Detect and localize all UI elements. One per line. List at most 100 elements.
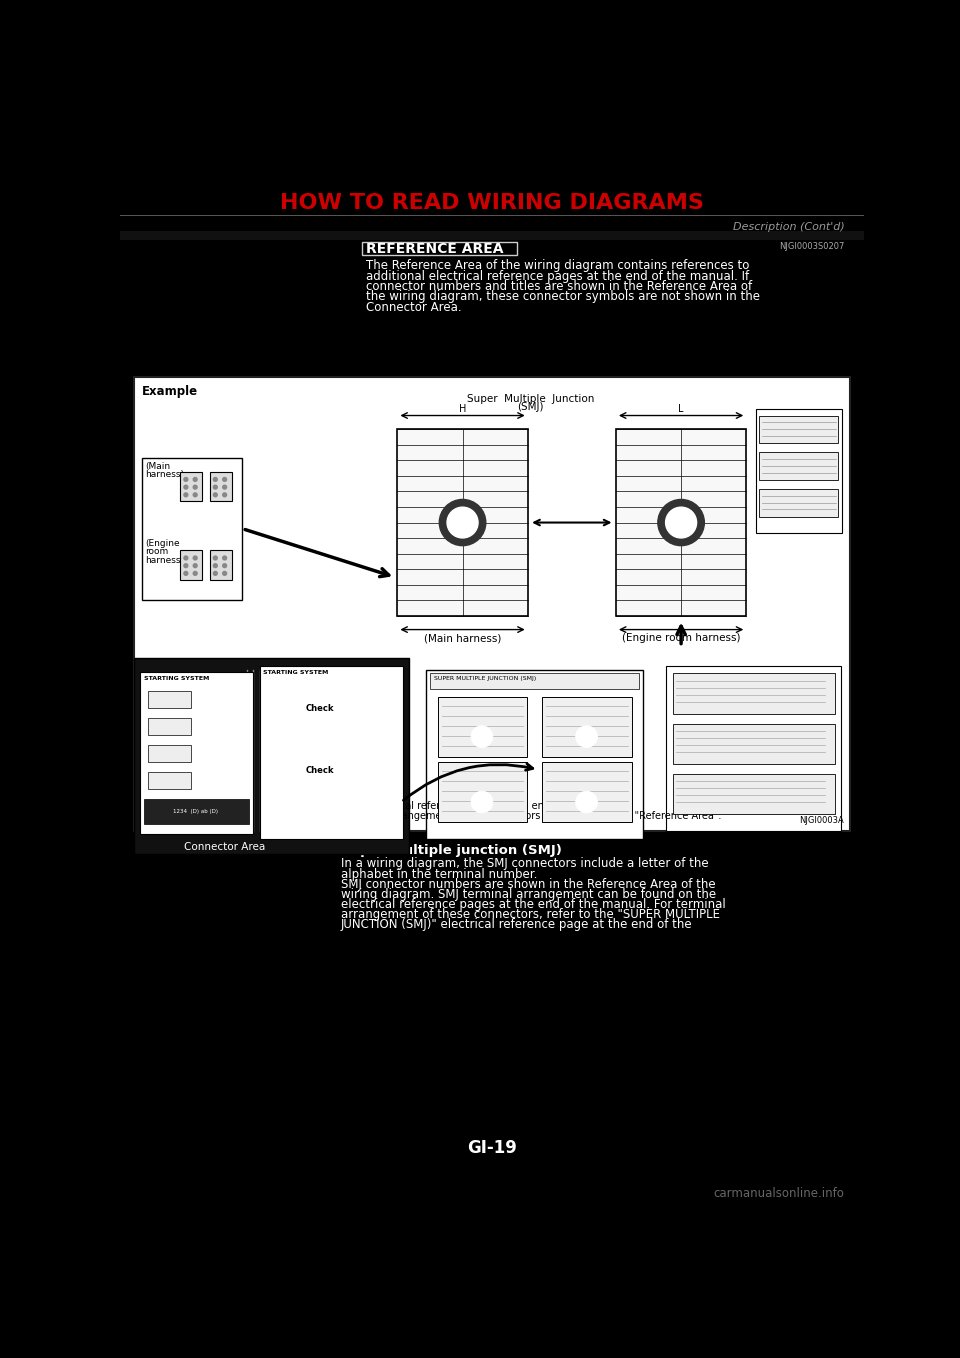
Text: SUPER MULTIPLE JUNCTION (SMJ): SUPER MULTIPLE JUNCTION (SMJ) <box>434 676 536 680</box>
Bar <box>438 697 527 756</box>
Text: (Main harness): (Main harness) <box>424 633 501 644</box>
Bar <box>426 669 643 839</box>
Text: Check: Check <box>306 766 334 775</box>
Text: HOW TO READ WIRING DIAGRAMS: HOW TO READ WIRING DIAGRAMS <box>280 193 704 213</box>
Bar <box>759 416 838 443</box>
Text: STARTING SYSTEM: STARTING SYSTEM <box>263 669 328 675</box>
Bar <box>673 674 834 713</box>
Text: (Engine: (Engine <box>146 539 180 547</box>
Bar <box>673 724 834 763</box>
Bar <box>120 240 360 375</box>
Text: additional electrical reference pages at the end of the manual. If: additional electrical reference pages at… <box>367 270 750 282</box>
Circle shape <box>223 555 227 559</box>
Text: carmanualsonline.info: carmanualsonline.info <box>713 1187 845 1200</box>
Circle shape <box>471 725 492 747</box>
Text: 1234  (D) ab (D): 1234 (D) ab (D) <box>174 809 219 813</box>
Circle shape <box>440 500 486 546</box>
Bar <box>120 231 864 240</box>
Bar <box>142 458 243 600</box>
Text: NJGI0003S0207: NJGI0003S0207 <box>780 242 845 251</box>
Bar <box>759 489 838 517</box>
Text: (SMJ): (SMJ) <box>517 402 544 413</box>
Text: Refer to the electrical reference pages at the end of the manual: Refer to the electrical reference pages … <box>308 801 622 811</box>
Bar <box>362 242 516 255</box>
Text: arrangement of these connectors, refer to the "SUPER MULTIPLE: arrangement of these connectors, refer t… <box>341 907 720 921</box>
Circle shape <box>184 478 188 481</box>
Bar <box>148 691 190 708</box>
Circle shape <box>184 564 188 568</box>
Circle shape <box>223 572 227 576</box>
Text: harness): harness) <box>146 470 184 479</box>
Text: GI-19: GI-19 <box>468 1139 516 1157</box>
Text: harness): harness) <box>146 555 184 565</box>
Text: Connector Area.: Connector Area. <box>367 300 462 314</box>
Text: Example: Example <box>142 384 198 398</box>
Bar <box>259 665 403 839</box>
Bar <box>134 378 850 831</box>
Text: (Engine room harness): (Engine room harness) <box>622 633 740 644</box>
Circle shape <box>193 493 197 497</box>
Text: wiring diagram. SMJ terminal arrangement can be found on the: wiring diagram. SMJ terminal arrangement… <box>341 888 716 900</box>
Bar <box>148 773 190 789</box>
Text: SMJ connector numbers are shown in the Reference Area of the: SMJ connector numbers are shown in the R… <box>341 877 715 891</box>
Bar <box>438 762 527 822</box>
Circle shape <box>447 507 478 538</box>
Circle shape <box>658 500 705 546</box>
Bar <box>759 452 838 481</box>
Text: Reference Area:: Reference Area: <box>308 790 403 800</box>
Circle shape <box>213 485 217 489</box>
Circle shape <box>576 792 597 813</box>
Circle shape <box>184 485 188 489</box>
Bar <box>140 672 252 834</box>
Bar <box>756 409 842 532</box>
Circle shape <box>184 493 188 497</box>
Text: connector numbers and titles are shown in the Reference Area of: connector numbers and titles are shown i… <box>367 280 753 293</box>
Text: The Reference Area of the wiring diagram contains references to: The Reference Area of the wiring diagram… <box>367 259 750 272</box>
Text: STARTING SYSTEM: STARTING SYSTEM <box>144 676 209 680</box>
Text: REFERENCE AREA: REFERENCE AREA <box>367 242 504 257</box>
Circle shape <box>193 478 197 481</box>
Text: H: H <box>459 403 467 414</box>
Bar <box>616 429 746 615</box>
Circle shape <box>184 555 188 559</box>
Circle shape <box>213 555 217 559</box>
Circle shape <box>223 485 227 489</box>
Bar <box>134 659 409 854</box>
Text: In a wiring diagram, the SMJ connectors include a letter of the: In a wiring diagram, the SMJ connectors … <box>341 857 708 870</box>
Bar <box>148 746 190 762</box>
Bar <box>210 471 231 501</box>
Bar <box>666 665 841 831</box>
Text: Check: Check <box>306 705 334 713</box>
Bar <box>542 762 632 822</box>
Circle shape <box>576 725 597 747</box>
Text: room: room <box>146 547 169 557</box>
Bar <box>144 799 249 823</box>
Bar <box>397 429 528 615</box>
Text: Description (Cont'd): Description (Cont'd) <box>732 223 845 232</box>
Circle shape <box>223 478 227 481</box>
Text: L: L <box>679 403 684 414</box>
Circle shape <box>471 792 492 813</box>
Text: alphabet in the terminal number.: alphabet in the terminal number. <box>341 868 538 880</box>
Bar <box>430 674 639 689</box>
Circle shape <box>193 572 197 576</box>
Bar <box>673 774 834 813</box>
Circle shape <box>665 507 697 538</box>
Text: JUNCTION (SMJ)" electrical reference page at the end of the: JUNCTION (SMJ)" electrical reference pag… <box>341 918 692 930</box>
Bar <box>210 550 231 580</box>
Text: Super multiple junction (SMJ): Super multiple junction (SMJ) <box>341 843 562 857</box>
Circle shape <box>213 493 217 497</box>
Bar <box>148 718 190 735</box>
Text: electrical reference pages at the end of the manual. For terminal: electrical reference pages at the end of… <box>341 898 726 911</box>
Text: (Main: (Main <box>146 462 171 471</box>
Text: Super  Multiple  Junction: Super Multiple Junction <box>468 394 594 403</box>
Circle shape <box>213 572 217 576</box>
Text: Connector Area: Connector Area <box>184 842 266 851</box>
Circle shape <box>213 478 217 481</box>
Bar <box>180 471 203 501</box>
Bar <box>180 550 203 580</box>
Circle shape <box>223 564 227 568</box>
Circle shape <box>193 555 197 559</box>
Text: the wiring diagram, these connector symbols are not shown in the: the wiring diagram, these connector symb… <box>367 291 760 303</box>
Text: for the terminal arrangement of the connectors shown here in the "Reference Area: for the terminal arrangement of the conn… <box>308 811 722 822</box>
